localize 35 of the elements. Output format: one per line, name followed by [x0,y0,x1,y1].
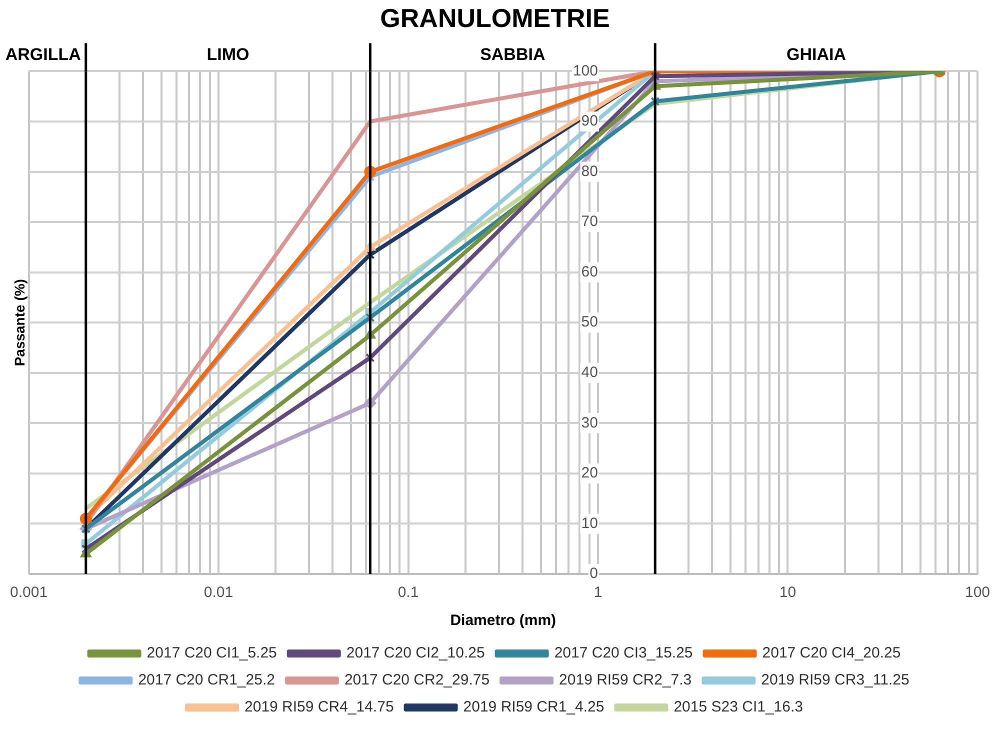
text: LIMO [206,44,250,64]
y-tick-label: 70 [581,213,598,230]
x-axis-title: Diametro (mm) [450,612,556,630]
x-tick-label: 0.01 [204,584,234,602]
legend-label: 2015 S23 CI1_16.3 [674,698,803,716]
legend-label: 2017 C20 CI1_5.25 [146,644,277,662]
legend-label: 2019 RI59 CR4_14.75 [244,698,394,716]
x-tick-label: 0.1 [398,584,419,602]
chart-title: GRANULOMETRIE [380,2,610,33]
y-tick-label: 50 [581,314,598,331]
text: SABBIA [480,44,546,64]
legend-label: 2017 C20 CI4_20.25 [762,644,901,662]
legend-label: 2019 RI59 CR2_7.3 [559,672,692,689]
y-tick-label: 20 [581,464,598,482]
text: ARGILLA [5,44,81,64]
y-tick-label: 80 [581,162,598,180]
x-tick-label: 1 [594,584,602,602]
y-axis-title: Passante (%) [12,279,28,366]
legend-label: 2017 C20 CI2_10.25 [346,644,485,662]
y-tick-label: 0 [590,565,598,582]
legend-label: 2019 RI59 CR3_11.25 [761,672,910,689]
y-tick-label: 100 [572,62,598,80]
y-tick-label: 30 [581,414,598,432]
x-tick-label: 10 [779,584,796,602]
y-tick-label: 10 [581,514,598,532]
legend-label: 2017 C20 CI3_15.25 [554,644,693,662]
y-tick-label: 90 [581,112,598,130]
x-tick-label: 0.001 [10,584,48,602]
x-tick-label: 100 [964,584,990,602]
legend-label: 2017 C20 CR1_25.2 [138,672,275,689]
legend-label: 2017 C20 CR2_29.75 [344,672,490,689]
y-tick-label: 60 [581,263,598,280]
legend-label: 2019 RI59 CR1_4.25 [463,698,604,716]
text: GHIAIA [786,44,846,64]
y-tick-label: 40 [581,364,598,382]
